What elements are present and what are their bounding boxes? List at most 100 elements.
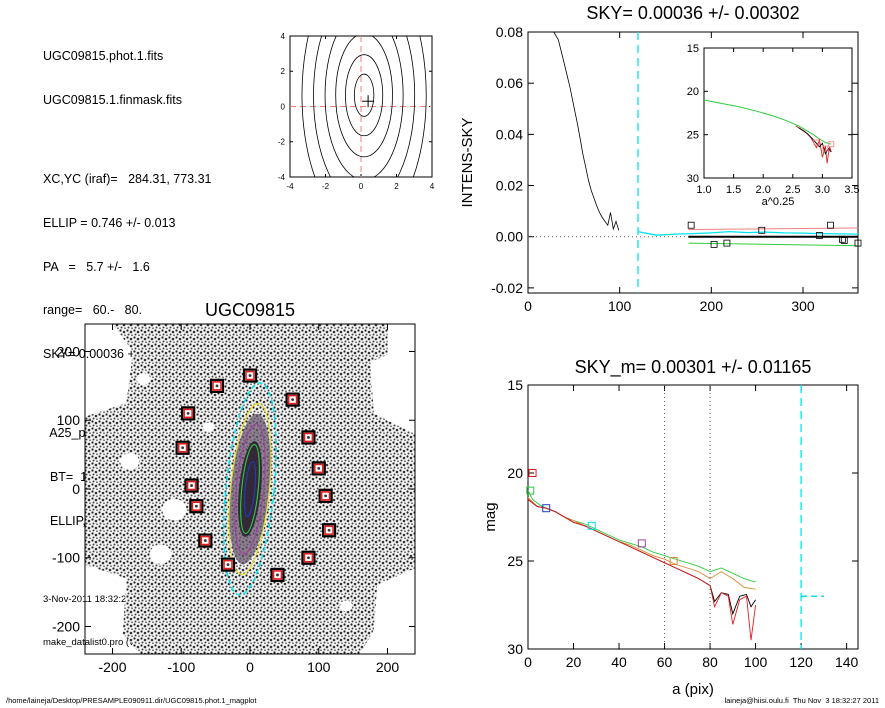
sky-box-marker-inner	[177, 442, 188, 453]
galaxy-masked-region	[136, 373, 151, 385]
mag-square-marker	[669, 557, 678, 565]
mag-xtick-label: 120	[789, 654, 813, 670]
sky-ytick-label: 0.02	[496, 177, 523, 193]
sky-box-marker-inner	[183, 408, 193, 419]
galaxy-masked-region	[162, 498, 187, 521]
sky-green-series	[688, 242, 859, 247]
sky-box-marker-dot	[307, 436, 310, 439]
inset-frame	[703, 47, 853, 179]
sky-box-marker-dot	[215, 384, 219, 388]
sky-square-marker	[839, 235, 846, 243]
mag-xtick-label: 0	[524, 654, 532, 670]
galaxy-masked-region	[340, 600, 353, 612]
sky-square-marker	[827, 221, 834, 229]
sky-box-marker-inner	[212, 381, 222, 391]
footer-user: laineja@hiisi.oulu.fi Thu Nov 3 18:32:27…	[724, 696, 879, 705]
sky-box-marker-inner	[313, 463, 324, 474]
mag-series-green	[528, 490, 756, 583]
inset-background	[704, 48, 852, 178]
mag-ytick-label: 25	[507, 553, 523, 569]
sky-box-marker-dot	[181, 446, 185, 450]
inset-xtick-label: 2.5	[785, 184, 800, 196]
inset-xtick-label: 3.0	[815, 184, 830, 196]
info-line: range= 60.- 80.	[43, 303, 143, 318]
inset-xtick-label: 3.5	[844, 184, 859, 196]
sky-profile-line	[553, 32, 620, 231]
sky-xtick-label: 200	[700, 298, 724, 314]
sky-box-marker-dot	[307, 556, 310, 560]
sky-square-marker	[758, 226, 766, 234]
sky-cyan-series	[637, 230, 858, 236]
mag-ytick-label: 15	[507, 377, 523, 393]
contour-xtick-label: -2	[322, 182, 330, 191]
mag-series-red	[528, 499, 757, 641]
inset-xtick-label: 2.0	[756, 184, 771, 196]
sky-box-marker-dot	[327, 528, 331, 532]
sky-box-marker-dot	[194, 504, 198, 508]
mag-xtick-label: 20	[566, 654, 582, 670]
sky-box-marker-inner	[245, 370, 255, 381]
contour-level	[324, 36, 404, 177]
sky-square-marker	[687, 221, 695, 229]
sky-xtick-label: 0	[524, 298, 532, 314]
sky-title: SKY= 0.00036 +/- 0.00302	[586, 3, 799, 23]
inset-xtick-label: 1.5	[726, 184, 741, 196]
contour-ytick-label: 4	[281, 32, 286, 41]
sky-box-marker-inner	[186, 480, 197, 491]
info-line: UGC09815.1.finmask.fits	[43, 92, 182, 107]
sky-box-marker-dot	[203, 539, 207, 542]
galaxy-masked-region	[203, 422, 215, 432]
sky-box-marker-inner	[320, 491, 331, 501]
galaxy-ytick-label: 100	[57, 412, 81, 428]
sky-box-marker-inner	[200, 535, 211, 546]
date-text: 3-Nov-2011 18:32:27.00	[43, 593, 145, 605]
info-line: PA = 5.7 +/- 1.6	[43, 259, 150, 274]
info-line: ELLIP = 0.746 +/- 0.013	[43, 215, 176, 230]
galaxy-xtick-label: 100	[307, 659, 331, 675]
galaxy-ytick-label: 0	[72, 481, 80, 497]
mag-series-black	[528, 499, 756, 616]
mag-ytick-label: 30	[507, 641, 523, 657]
contour-ytick-label: 0	[281, 102, 286, 111]
info-line: XC,YC (iraf)= 284.31, 773.31	[43, 171, 212, 186]
sky-square-marker	[840, 237, 848, 244]
sky-frame	[527, 31, 859, 294]
sky-xtick-label: 100	[608, 298, 632, 314]
galaxy-masked-region	[120, 453, 140, 470]
galaxy-ytick-label: 200	[57, 343, 81, 359]
sky-square-marker	[816, 232, 823, 239]
galaxy-xtick-label: 200	[376, 659, 400, 675]
info-line: UGC09815.phot.1.fits	[43, 49, 164, 64]
mag-xtick-label: 140	[835, 654, 859, 670]
inset-square-marker	[813, 139, 820, 146]
sky-square-marker	[710, 240, 718, 248]
contour-level	[335, 36, 393, 158]
sky-box-marker-inner	[191, 501, 202, 511]
sky-ytick-label: -0.02	[491, 280, 523, 296]
galaxy-core	[238, 441, 262, 537]
sky-square-marker	[854, 239, 862, 247]
sky-box-marker-inner	[303, 432, 314, 443]
sky-box-marker-dot	[186, 411, 190, 415]
contour-ytick-label: -4	[278, 173, 286, 182]
contour-xtick-label: 0	[359, 182, 364, 191]
contour-xtick-label: 2	[394, 182, 399, 191]
galaxy-ytick-label: -100	[52, 550, 80, 566]
mag-series-orange	[528, 497, 756, 590]
galaxy-ytick-label: -200	[52, 618, 80, 634]
mag-square-marker	[587, 521, 596, 530]
contour-ytick-label: 2	[281, 67, 286, 76]
sky-box-marker-dot	[226, 563, 230, 567]
inset-square-marker	[828, 141, 835, 148]
inset-square-marker	[822, 145, 829, 152]
sky-box-marker-dot	[248, 374, 252, 377]
galaxy-isophote-ellipse	[228, 402, 272, 576]
inset-ytick-label: 20	[687, 86, 699, 98]
galaxy-xtick-label: 0	[246, 659, 254, 675]
sky-square-marker	[723, 239, 731, 247]
sky-box-marker-inner	[272, 570, 283, 580]
mag-xtick-label: 40	[611, 654, 627, 670]
mag-square-marker	[526, 486, 535, 495]
mag-xtick-label: 80	[702, 654, 718, 670]
